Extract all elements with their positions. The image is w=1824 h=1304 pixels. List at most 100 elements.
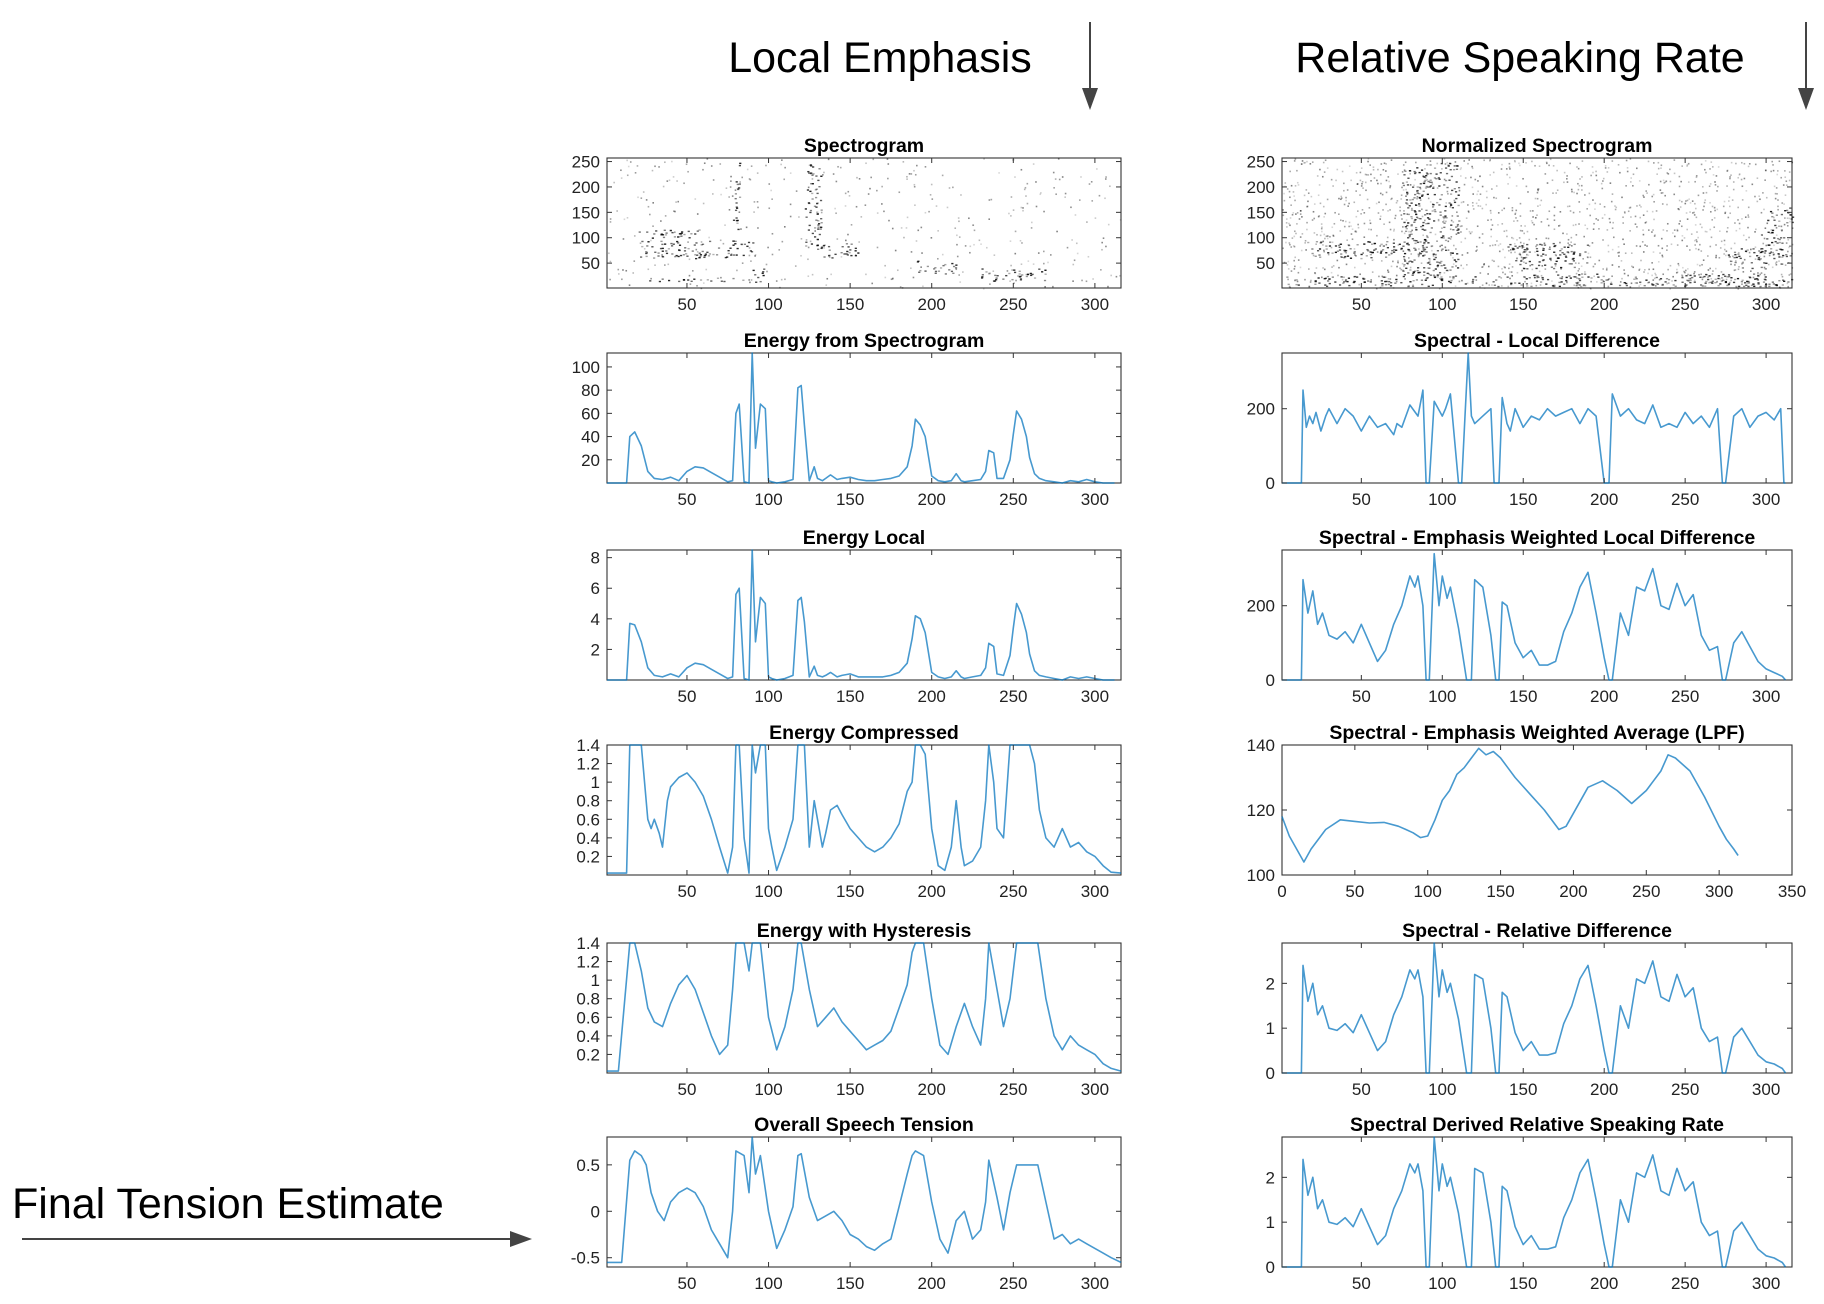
spectrogram-band — [1444, 267, 1447, 269]
spectrogram-band — [1752, 248, 1755, 250]
spectrogram-speck — [1463, 160, 1466, 162]
spectrogram-band — [1422, 190, 1425, 192]
spectrogram-speck — [1389, 186, 1391, 189]
spectrogram-speck — [1708, 281, 1710, 284]
y-tick-label: 0.8 — [576, 990, 600, 1009]
spectrogram-speck — [1622, 238, 1624, 241]
spectrogram-band — [1403, 221, 1406, 224]
spectrogram-band — [1392, 246, 1396, 248]
spectrogram-band — [807, 229, 810, 231]
spectrogram-band — [1393, 251, 1396, 253]
spectrogram-speck — [1471, 167, 1474, 170]
spectrogram-speck — [1436, 187, 1439, 189]
spectrogram-speck — [1443, 178, 1446, 181]
spectrogram-speck — [1419, 187, 1422, 190]
spectrogram-band — [1711, 282, 1714, 284]
spectrogram-speck — [1694, 224, 1697, 226]
spectrogram-band — [808, 164, 811, 167]
spectrogram-speck — [1773, 244, 1775, 247]
y-tick-label: 250 — [1247, 153, 1275, 172]
spectrogram-speck — [836, 238, 839, 240]
spectrogram-band — [1516, 247, 1519, 249]
spectrogram-speck — [1337, 274, 1339, 277]
spectrogram-speck — [1405, 195, 1407, 198]
spectrogram-speck — [1697, 236, 1699, 239]
spectrogram-speck — [1331, 266, 1333, 268]
spectrogram-speck — [910, 173, 913, 175]
spectrogram-speck — [1070, 206, 1072, 209]
spectrogram-speck — [1323, 233, 1326, 236]
spectrogram-speck — [1607, 278, 1610, 281]
spectrogram-speck — [1681, 165, 1683, 167]
spectrogram-band — [933, 268, 936, 270]
spectrogram-band — [1457, 228, 1460, 230]
spectrogram-band — [1418, 192, 1421, 195]
spectrogram-speck — [1741, 283, 1743, 286]
spectrogram-speck — [847, 233, 849, 236]
spectrogram-speck — [783, 226, 786, 228]
spectrogram-band — [1559, 249, 1562, 252]
spectrogram-speck — [1730, 161, 1733, 164]
spectrogram-speck — [1394, 217, 1396, 220]
spectrogram-speck — [756, 201, 759, 203]
chart-title: Spectrogram — [804, 135, 924, 157]
spectrogram-band — [1429, 179, 1432, 181]
spectrogram-speck — [1693, 211, 1695, 214]
spectrogram-band — [704, 253, 707, 255]
spectrogram-speck — [1614, 208, 1617, 211]
spectrogram-speck — [1406, 193, 1409, 196]
spectrogram-band — [1693, 281, 1696, 283]
spectrogram-band — [831, 257, 834, 259]
spectrogram-band — [1438, 271, 1442, 274]
spectrogram-band — [816, 211, 819, 213]
spectrogram-speck — [1291, 237, 1294, 239]
spectrogram-band — [1415, 240, 1418, 242]
spectrogram-band — [1344, 249, 1348, 252]
spectrogram-band — [661, 255, 664, 258]
spectrogram-speck — [1382, 209, 1384, 211]
spectrogram-band — [1449, 281, 1452, 284]
down-arrow-icon — [1082, 22, 1098, 110]
spectrogram-band — [1539, 243, 1542, 246]
spectrogram-band — [1493, 284, 1496, 286]
spectrogram-band — [690, 233, 693, 235]
spectrogram-speck — [740, 228, 742, 230]
spectrogram-speck — [807, 275, 810, 278]
spectrogram-speck — [1519, 215, 1522, 217]
spectrogram-speck — [1558, 225, 1560, 227]
spectrogram-band — [1783, 237, 1786, 239]
spectrogram-speck — [1788, 179, 1791, 182]
spectrogram-speck — [978, 239, 981, 242]
spectrogram-band — [1549, 258, 1552, 260]
spectrogram-band — [806, 189, 810, 191]
spectrogram-band — [1770, 248, 1773, 250]
spectrogram-band — [996, 275, 999, 277]
spectrogram-band — [1605, 279, 1608, 281]
spectrogram-speck — [626, 174, 629, 177]
spectrogram-band — [1392, 249, 1396, 251]
spectrogram-speck — [1771, 266, 1774, 269]
x-tick-label: 250 — [999, 1274, 1027, 1293]
spectrogram-speck — [1620, 260, 1623, 262]
spectrogram-band — [1324, 284, 1327, 286]
spectrogram-speck — [616, 210, 618, 212]
spectrogram-speck — [1789, 220, 1791, 223]
spectrogram-band — [1738, 285, 1741, 288]
y-tick-label: 40 — [581, 428, 600, 447]
spectrogram-band — [678, 244, 682, 246]
spectrogram-speck — [1647, 229, 1650, 231]
spectrogram-speck — [1775, 263, 1778, 266]
spectrogram-band — [654, 251, 657, 253]
spectrogram-speck — [1367, 174, 1370, 176]
spectrogram-band — [817, 248, 820, 250]
spectrogram-speck — [1452, 257, 1454, 259]
spectrogram-band — [735, 254, 738, 256]
spectrogram-speck — [753, 211, 755, 213]
spectrogram-band — [1395, 278, 1398, 281]
spectrogram-speck — [798, 216, 800, 218]
spectrogram-speck — [1553, 228, 1556, 231]
spectrogram-speck — [1363, 211, 1366, 214]
spectrogram-speck — [1653, 218, 1655, 221]
spectrogram-speck — [1346, 239, 1348, 241]
spectrogram-speck — [1754, 231, 1756, 233]
